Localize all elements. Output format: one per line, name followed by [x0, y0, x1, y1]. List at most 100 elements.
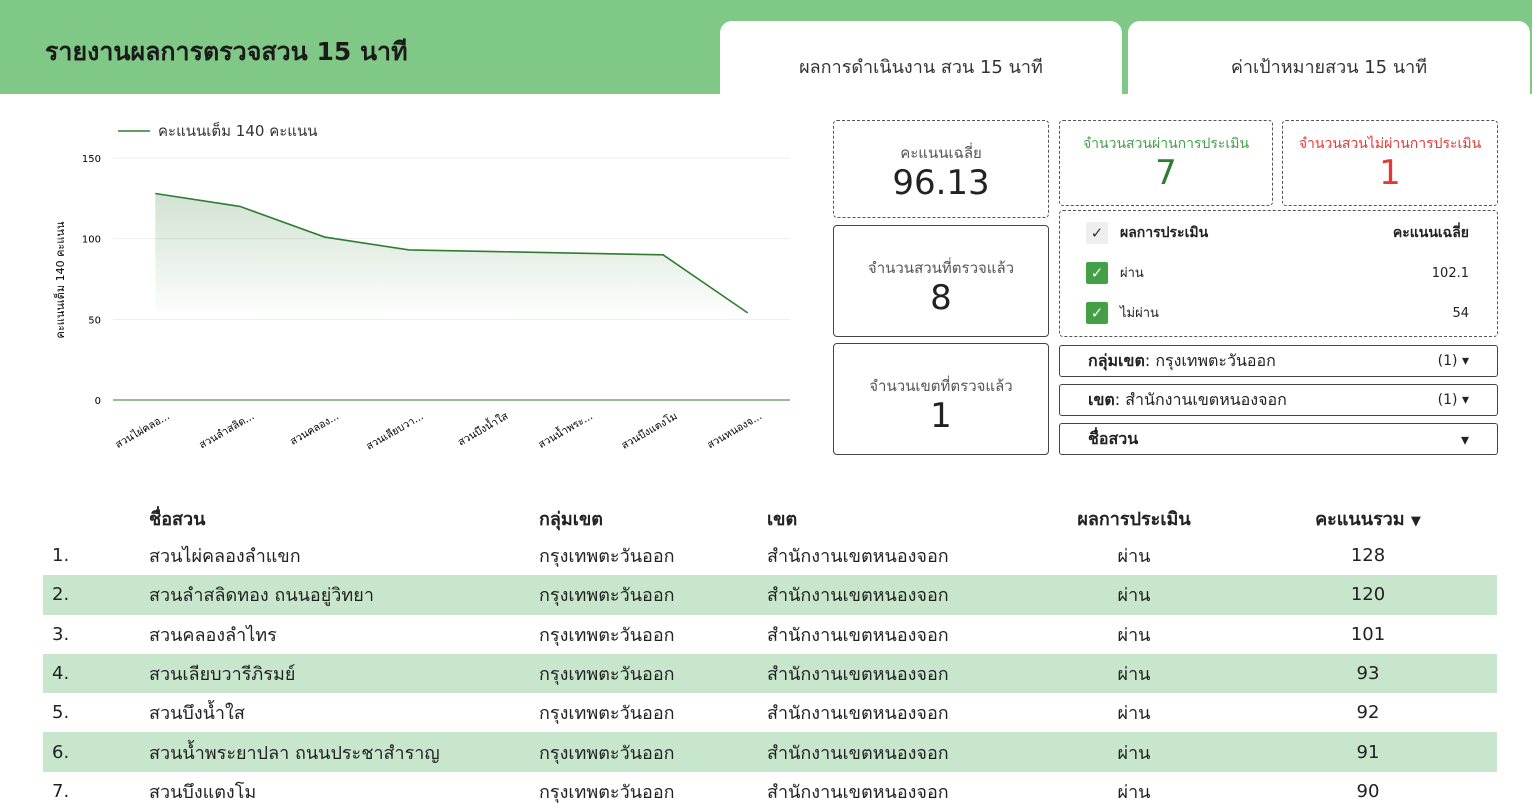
col-result[interactable]: ผลการประเมิน [1029, 500, 1239, 536]
pass-count-value: 7 [1060, 155, 1272, 192]
table-cell: 93 [1239, 654, 1497, 693]
filter-label: ชื่อสวน [1088, 427, 1138, 452]
legend-label: คะแนนเต็ม 140 คะแนน [158, 121, 317, 140]
sort-desc-icon[interactable]: ▼ [1411, 514, 1421, 529]
checked-parks-card: จำนวนสวนที่ตรวจแล้ว 8 [833, 225, 1049, 337]
table-cell: สำนักงานเขตหนองจอก [767, 575, 1029, 614]
table-cell: สวนลำสลิดทอง ถนนอยู่วิทยา [149, 575, 539, 614]
filter-count: (1) [1438, 392, 1458, 408]
legend-header-avg: คะแนนเฉลี่ย [1393, 222, 1469, 244]
checked-districts-card: จำนวนเขตที่ตรวจแล้ว 1 [833, 343, 1049, 455]
col-district[interactable]: เขต [767, 500, 1029, 536]
tab-targets[interactable]: ค่าเป้าหมายสวน 15 นาที [1128, 21, 1530, 94]
table-cell: 91 [1239, 732, 1497, 771]
table-row[interactable]: 1.สวนไผ่คลองลำแขกกรุงเทพตะวันออกสำนักงาน… [43, 536, 1497, 575]
x-tick-label: สวนน้ำพระ... [535, 408, 595, 451]
table-cell: กรุงเทพตะวันออก [539, 693, 767, 732]
y-tick-label: 0 [95, 396, 101, 407]
table-cell: สวนเลียบวารีภิรมย์ [149, 654, 539, 693]
y-tick-label: 150 [82, 154, 101, 165]
result-legend-table: ✓ ผลการประเมิน คะแนนเฉลี่ย ✓ ผ่าน 102.1 ✓ ไม่… [1059, 210, 1498, 337]
tab-performance[interactable]: ผลการดำเนินงาน สวน 15 นาที [720, 21, 1122, 94]
district-filter[interactable]: เขต: สำนักงานเขตหนองจอก(1) ▾ [1059, 384, 1498, 416]
col-group[interactable]: กลุ่มเขต [539, 500, 767, 536]
x-tick-label: สวนลำสลิด... [197, 410, 256, 451]
y-tick-label: 100 [82, 235, 101, 246]
table-cell: สวนน้ำพระยาปลา ถนนประชาสำราญ [149, 732, 539, 771]
table-cell: สำนักงานเขตหนองจอก [767, 693, 1029, 732]
table-cell: 120 [1239, 575, 1497, 614]
table-cell: 3. [43, 615, 149, 654]
table-row[interactable]: 3.สวนคลองลำไทรกรุงเทพตะวันออกสำนักงานเขต… [43, 615, 1497, 654]
page-title: รายงานผลการตรวจสวน 15 นาที [45, 32, 408, 72]
x-tick-label: สวนบึงแตงโม [619, 409, 680, 452]
table-row[interactable]: 7.สวนบึงแตงโมกรุงเทพตะวันออกสำนักงานเขตห… [43, 772, 1497, 811]
chevron-down-icon: ▾ [1462, 353, 1469, 369]
x-tick-label: สวนบึงน้ำใส [455, 408, 511, 448]
col-score[interactable]: คะแนนรวม ▼ [1239, 500, 1497, 536]
checked-districts-value: 1 [834, 398, 1048, 435]
table-cell: 4. [43, 654, 149, 693]
table-cell: 90 [1239, 772, 1497, 811]
col-park[interactable]: ชื่อสวน [149, 500, 539, 536]
table-cell: 7. [43, 772, 149, 811]
table-row[interactable]: 4.สวนเลียบวารีภิรมย์กรุงเทพตะวันออกสำนัก… [43, 654, 1497, 693]
avg-score-label: คะแนนเฉลี่ย [834, 141, 1048, 165]
table-cell: ผ่าน [1029, 575, 1239, 614]
district-group-filter[interactable]: กลุ่มเขต: กรุงเทพตะวันออก(1) ▾ [1059, 345, 1498, 377]
checked-parks-value: 8 [834, 280, 1048, 317]
table-cell: สำนักงานเขตหนองจอก [767, 732, 1029, 771]
table-cell: กรุงเทพตะวันออก [539, 536, 767, 575]
table-cell: ผ่าน [1029, 615, 1239, 654]
table-cell: ผ่าน [1029, 772, 1239, 811]
park-table: ชื่อสวนกลุ่มเขตเขตผลการประเมินคะแนนรวม ▼… [43, 500, 1497, 811]
legend-fail-label: ไม่ผ่าน [1120, 306, 1159, 321]
table-row[interactable]: 2.สวนลำสลิดทอง ถนนอยู่วิทยากรุงเทพตะวันอ… [43, 575, 1497, 614]
filter-label: เขต [1088, 390, 1115, 409]
filter-label: กลุ่มเขต [1088, 351, 1145, 370]
pass-checkbox[interactable]: ✓ [1086, 262, 1108, 284]
table-cell: ผ่าน [1029, 732, 1239, 771]
table-cell: กรุงเทพตะวันออก [539, 654, 767, 693]
table-cell: กรุงเทพตะวันออก [539, 732, 767, 771]
avg-score-card: คะแนนเฉลี่ย 96.13 [833, 120, 1049, 218]
chevron-down-icon: ▾ [1462, 392, 1469, 408]
legend-pass-label: ผ่าน [1120, 266, 1144, 281]
table-cell: กรุงเทพตะวันออก [539, 772, 767, 811]
pass-count-card: จำนวนสวนผ่านการประเมิน 7 [1059, 120, 1273, 206]
table-cell: 1. [43, 536, 149, 575]
legend-pass-avg: 102.1 [1432, 266, 1469, 281]
checked-districts-label: จำนวนเขตที่ตรวจแล้ว [834, 374, 1048, 398]
park-name-filter[interactable]: ชื่อสวน ▾ [1059, 423, 1498, 455]
table-cell: 92 [1239, 693, 1497, 732]
table-cell: ผ่าน [1029, 654, 1239, 693]
legend-fail-avg: 54 [1452, 306, 1469, 321]
filter-value: สำนักงานเขตหนองจอก [1125, 390, 1286, 409]
table-cell: กรุงเทพตะวันออก [539, 575, 767, 614]
y-tick-label: 50 [88, 315, 101, 326]
pass-count-label: จำนวนสวนผ่านการประเมิน [1060, 133, 1272, 155]
table-cell: 2. [43, 575, 149, 614]
table-row[interactable]: 5.สวนบึงน้ำใสกรุงเทพตะวันออกสำนักงานเขตห… [43, 693, 1497, 732]
legend-header-result: ผลการประเมิน [1120, 225, 1208, 241]
table-header: ชื่อสวนกลุ่มเขตเขตผลการประเมินคะแนนรวม ▼ [43, 500, 1497, 536]
chevron-down-icon: ▾ [1461, 430, 1469, 449]
table-cell: 128 [1239, 536, 1497, 575]
filter-value: กรุงเทพตะวันออก [1155, 351, 1275, 370]
table-cell: สวนคลองลำไทร [149, 615, 539, 654]
fail-count-value: 1 [1283, 155, 1497, 192]
table-cell: สวนบึงน้ำใส [149, 693, 539, 732]
x-tick-label: สวนหนองจ... [705, 410, 764, 451]
table-cell: 6. [43, 732, 149, 771]
score-chart: 050100150สวนไผ่คลอ...สวนลำสลิด...สวนคลอง… [40, 110, 820, 470]
table-row[interactable]: 6.สวนน้ำพระยาปลา ถนนประชาสำราญกรุงเทพตะว… [43, 732, 1497, 771]
select-all-checkbox[interactable]: ✓ [1086, 222, 1108, 244]
x-tick-label: สวนเลียบวา... [364, 409, 426, 452]
x-tick-label: สวนคลอง... [288, 410, 341, 448]
col-score-label: คะแนนรวม [1315, 509, 1405, 530]
y-axis-label: คะแนนเต็ม 140 คะแนน [53, 221, 67, 338]
fail-count-card: จำนวนสวนไม่ผ่านการประเมิน 1 [1282, 120, 1498, 206]
fail-checkbox[interactable]: ✓ [1086, 302, 1108, 324]
area-fill [155, 193, 747, 319]
table-cell: สำนักงานเขตหนองจอก [767, 536, 1029, 575]
